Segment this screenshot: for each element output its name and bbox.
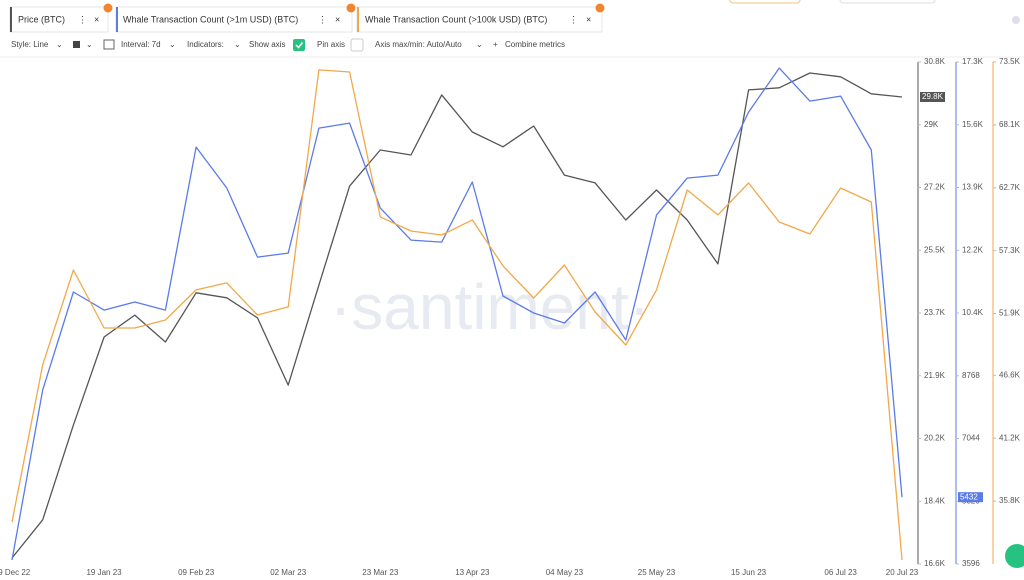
pin-axis-label[interactable]: Pin axis bbox=[317, 40, 345, 49]
x-tick-label: 23 Mar 23 bbox=[362, 568, 399, 577]
x-tick-label: 09 Feb 23 bbox=[178, 568, 215, 577]
last-value-label: 5432 bbox=[960, 492, 978, 501]
button[interactable] bbox=[729, 0, 801, 4]
x-tick-label: 29 Dec 22 bbox=[0, 568, 31, 577]
menu-icon[interactable]: ⋮ bbox=[318, 14, 327, 24]
series-line bbox=[11, 69, 903, 561]
y-tick-label: 27.2K bbox=[924, 183, 946, 192]
y-tick-label: 10.4K bbox=[962, 308, 984, 317]
interval-select[interactable]: Interval: 7d bbox=[121, 40, 161, 49]
last-value-box bbox=[920, 91, 945, 102]
x-tick-label: 04 May 23 bbox=[546, 568, 584, 577]
badge bbox=[595, 3, 605, 13]
tab-accent bbox=[116, 7, 118, 32]
last-value-box bbox=[958, 492, 983, 503]
chevron: ⌄ bbox=[86, 40, 93, 49]
watermark: ·santiment· bbox=[330, 271, 650, 343]
y-tick-label: 15.6K bbox=[962, 120, 984, 129]
tab-title[interactable]: Price (BTC) bbox=[18, 14, 65, 24]
plot: 29 Dec 22 19 Jan 23 09 Feb 23 02 Mar 23 23 M… bbox=[0, 57, 1021, 577]
y-tick-label: 3596 bbox=[962, 559, 980, 568]
y-tick-label: 8768 bbox=[962, 371, 980, 380]
y-tick-label: 13.9K bbox=[962, 183, 984, 192]
pin-axis-checkbox[interactable] bbox=[350, 38, 364, 52]
tab-title[interactable]: Whale Transaction Count (>1m USD) (BTC) bbox=[123, 14, 298, 24]
check-mark bbox=[295, 42, 304, 49]
y-tick-label: 68.1K bbox=[999, 120, 1021, 129]
x-tick-label: 19 Jan 23 bbox=[86, 568, 122, 577]
chat-button[interactable] bbox=[1005, 544, 1024, 568]
y-tick-label: 73.5K bbox=[999, 57, 1021, 66]
y-tick-label: 35.8K bbox=[999, 496, 1021, 505]
badge bbox=[346, 3, 356, 13]
y-tick-label: 17.3K bbox=[962, 57, 984, 66]
y-tick-label: 51.9K bbox=[999, 309, 1021, 318]
y-tick-label: 21.9K bbox=[924, 371, 946, 380]
y-tick-label: 57.3K bbox=[999, 246, 1021, 255]
combine-metrics-button[interactable]: Combine metrics bbox=[505, 40, 565, 49]
close-icon[interactable]: × bbox=[586, 14, 591, 24]
y-tick-label: 29K bbox=[924, 120, 939, 129]
x-tick-label: 13 Apr 23 bbox=[455, 568, 490, 577]
y-tick-label: 30.8K bbox=[924, 57, 946, 66]
tab-accent bbox=[357, 7, 359, 32]
x-tick-label: 20 Jul 23 bbox=[886, 568, 919, 577]
menu-icon[interactable]: ⋮ bbox=[569, 14, 578, 24]
interval-icon bbox=[103, 39, 115, 50]
chevron: ⌄ bbox=[169, 40, 176, 49]
series-line bbox=[11, 72, 903, 559]
chevron: ⌄ bbox=[476, 40, 483, 49]
chevron: ⌄ bbox=[56, 40, 63, 49]
y-tick-label: 7044 bbox=[962, 434, 980, 443]
y-tick-label: 12.2K bbox=[962, 245, 984, 254]
close-icon[interactable]: × bbox=[335, 14, 340, 24]
plus-icon: + bbox=[493, 40, 498, 49]
settings-icon[interactable] bbox=[1012, 16, 1020, 24]
y-tick-label: 20.2K bbox=[924, 434, 946, 443]
close-icon[interactable]: × bbox=[94, 14, 99, 24]
tab-title[interactable]: Whale Transaction Count (>100k USD) (BTC… bbox=[365, 14, 547, 24]
x-tick-label: 25 May 23 bbox=[638, 568, 676, 577]
y-tick-label: 46.6K bbox=[999, 370, 1021, 379]
tab-accent bbox=[10, 7, 12, 32]
show-axis-checkbox[interactable] bbox=[293, 39, 305, 51]
tab[interactable] bbox=[356, 6, 603, 33]
y-tick-label: 18.4K bbox=[924, 496, 946, 505]
series-line bbox=[11, 67, 903, 561]
y-tick-label: 41.2K bbox=[999, 433, 1021, 442]
y-tick-label: 25.5K bbox=[924, 245, 946, 254]
x-tick-label: 02 Mar 23 bbox=[270, 568, 307, 577]
y-tick-label: 62.7K bbox=[999, 183, 1021, 192]
x-tick-label: 06 Jul 23 bbox=[824, 568, 857, 577]
axis-minmax-select[interactable]: Axis max/min: Auto/Auto bbox=[375, 40, 462, 49]
menu-icon[interactable]: ⋮ bbox=[78, 14, 87, 24]
show-axis-label[interactable]: Show axis bbox=[249, 40, 285, 49]
indicators-select[interactable]: Indicators: bbox=[187, 40, 224, 49]
button[interactable] bbox=[839, 0, 936, 4]
x-tick-label: 15 Jun 23 bbox=[731, 568, 767, 577]
y-tick-label: 23.7K bbox=[924, 308, 946, 317]
chevron: ⌄ bbox=[234, 40, 241, 49]
y-tick-label: 16.6K bbox=[924, 559, 946, 568]
color-swatch[interactable] bbox=[73, 41, 80, 48]
last-value-label: 29.8K bbox=[922, 92, 944, 101]
badge bbox=[103, 3, 113, 13]
tab[interactable] bbox=[115, 6, 353, 33]
style-select[interactable]: Style: Line bbox=[11, 40, 49, 49]
